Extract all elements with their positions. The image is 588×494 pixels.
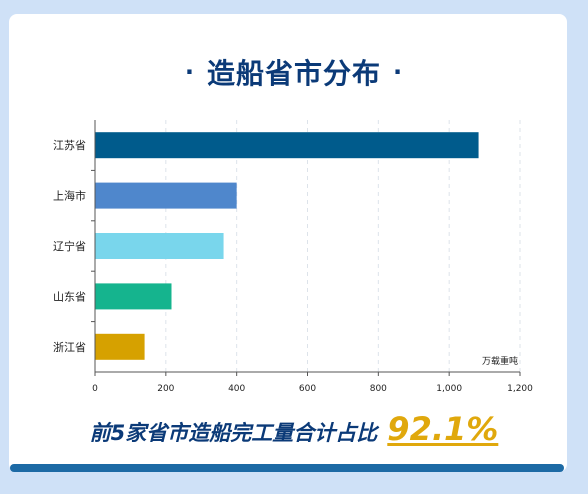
x-tick-label: 1,000 [436, 384, 462, 394]
title-dot-left: · [184, 58, 195, 86]
category-label: 辽宁省 [53, 239, 86, 253]
x-tick-labels: 0 200 400 600 800 1,000 1,200 [92, 372, 533, 394]
summary-text: 前5家省市造船完工量合计占比 [89, 421, 378, 445]
x-tick-label: 400 [228, 384, 245, 394]
bar [95, 283, 172, 310]
category-label: 浙江省 [53, 341, 86, 354]
bar [95, 182, 237, 209]
x-tick-label: 1,200 [507, 384, 533, 394]
gridlines [165, 120, 521, 372]
title-dot-right: · [393, 58, 404, 86]
bar [95, 333, 145, 360]
bar [95, 132, 479, 159]
summary-value: 92.1% [387, 410, 499, 448]
x-tick-label: 600 [299, 384, 316, 394]
x-tick-label: 800 [370, 384, 387, 394]
chart-title: · 造船省市分布 · [0, 52, 588, 92]
title-text: 造船省市分布 [206, 57, 381, 90]
bars [95, 132, 479, 360]
category-label: 上海市 [53, 189, 86, 203]
unit-label: 万载重吨 [482, 355, 518, 367]
x-tick-label: 200 [157, 384, 174, 394]
summary-line: 前5家省市造船完工量合计占比 92.1% [0, 410, 588, 448]
bottom-accent-bar [10, 464, 564, 472]
bar [95, 233, 224, 259]
category-label: 江苏省 [53, 139, 86, 152]
category-label: 山东省 [53, 290, 86, 303]
x-tick-label: 0 [92, 384, 98, 394]
